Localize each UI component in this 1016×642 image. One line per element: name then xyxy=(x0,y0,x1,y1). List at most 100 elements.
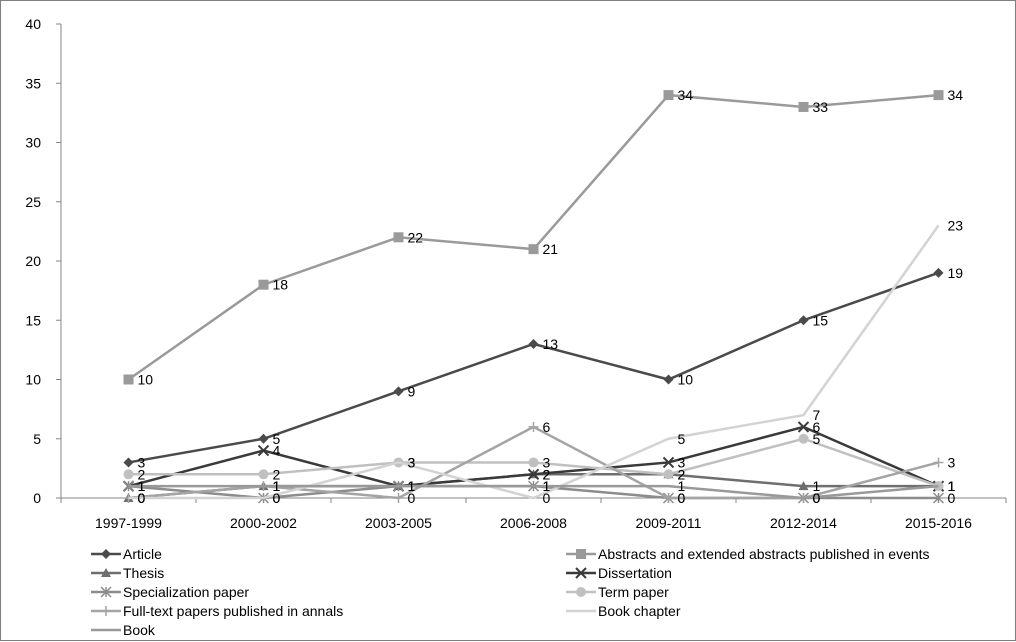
data-point xyxy=(662,456,675,469)
data-label: 33 xyxy=(813,99,829,115)
series-line xyxy=(127,93,939,381)
data-label: 3 xyxy=(543,454,551,470)
data-label: 5 xyxy=(678,431,686,447)
data-point xyxy=(527,468,540,481)
series-1: 10 18 22 21 34 33 34 xyxy=(123,87,964,388)
legend-marker xyxy=(101,606,111,616)
data-point xyxy=(528,338,539,349)
data-label: 1 xyxy=(948,478,956,494)
data-label: 1 xyxy=(543,478,551,494)
y-tick-label: 20 xyxy=(25,253,41,269)
data-point xyxy=(798,433,809,444)
legend-label: Book xyxy=(123,622,156,638)
data-label: 2 xyxy=(678,466,686,482)
legend-marker xyxy=(101,568,111,577)
data-point xyxy=(528,457,539,468)
data-label: 1 xyxy=(948,478,956,494)
data-label: 9 xyxy=(408,383,416,399)
data-label: 13 xyxy=(543,336,559,352)
series-line xyxy=(128,484,939,500)
data-label: 10 xyxy=(678,372,694,388)
data-point xyxy=(663,90,674,101)
data-point xyxy=(393,386,404,397)
data-label: 2 xyxy=(678,466,686,482)
legend-label: Specialization paper xyxy=(123,584,249,600)
legend-label: Abstracts and extended abstracts publish… xyxy=(598,546,930,562)
data-point xyxy=(258,279,269,290)
y-tick-label: 10 xyxy=(25,372,41,388)
data-label: 2 xyxy=(273,466,281,482)
legend-marker xyxy=(576,587,586,597)
legend-item: Thesis xyxy=(91,565,164,581)
legend-item: Specialization paper xyxy=(91,584,249,600)
legend-label: Term paper xyxy=(598,584,669,600)
data-label: 6 xyxy=(813,419,821,435)
data-point xyxy=(123,374,134,385)
data-label: 6 xyxy=(543,419,551,435)
data-label: 0 xyxy=(408,490,416,506)
x-tick-label: 2012-2014 xyxy=(770,515,837,531)
data-label: 0 xyxy=(543,490,551,506)
data-label: 0 xyxy=(273,490,281,506)
data-label: 22 xyxy=(408,229,424,245)
data-point xyxy=(393,493,404,503)
legend-item: Book xyxy=(91,622,156,638)
legend-item: Article xyxy=(91,546,162,562)
data-point xyxy=(123,457,134,468)
data-point xyxy=(798,481,809,491)
y-tick-label: 5 xyxy=(33,431,41,447)
legend-item: Full-text papers published in annals xyxy=(91,603,343,619)
data-point xyxy=(528,244,539,255)
data-label: 23 xyxy=(948,217,964,233)
data-label: 0 xyxy=(273,490,281,506)
legend-label: Thesis xyxy=(123,565,164,581)
legend-item: Dissertation xyxy=(566,565,672,581)
data-label: 3 xyxy=(678,454,686,470)
data-point xyxy=(258,469,269,480)
data-point xyxy=(663,374,674,385)
data-label: 5 xyxy=(273,431,281,447)
data-label: 0 xyxy=(813,490,821,506)
data-point xyxy=(528,421,539,432)
x-tick-label: 2009-2011 xyxy=(636,515,702,531)
data-point xyxy=(258,433,269,444)
data-label: 18 xyxy=(273,277,289,293)
data-label: 0 xyxy=(138,490,146,506)
legend-marker xyxy=(576,549,586,559)
data-label: 1 xyxy=(678,478,686,494)
data-label: 1 xyxy=(273,478,281,494)
legend-item: Book chapter xyxy=(566,603,681,619)
data-label: 3 xyxy=(408,454,416,470)
data-point xyxy=(932,492,945,504)
data-label: 3 xyxy=(138,454,146,470)
data-label: 19 xyxy=(948,265,964,281)
data-point xyxy=(123,469,134,480)
data-point xyxy=(933,267,944,278)
data-label: 1 xyxy=(813,478,821,494)
data-point xyxy=(933,90,944,101)
data-label: 34 xyxy=(948,87,964,103)
y-tick-label: 35 xyxy=(25,75,41,91)
data-point xyxy=(797,421,810,433)
data-point xyxy=(257,444,270,457)
legend-marker xyxy=(100,586,112,598)
data-label: 7 xyxy=(813,407,821,423)
legend-item: Abstracts and extended abstracts publish… xyxy=(566,546,930,562)
y-tick-label: 0 xyxy=(33,490,41,506)
data-label: 0 xyxy=(678,490,686,506)
legend-label: Book chapter xyxy=(598,603,681,619)
legend-marker xyxy=(575,567,587,579)
data-point xyxy=(798,315,809,326)
legend-item: Term paper xyxy=(566,584,669,600)
data-label: 3 xyxy=(948,454,956,470)
y-tick-label: 30 xyxy=(25,135,41,151)
series-0: 3 5 9 13 10 15 19 xyxy=(123,265,964,470)
data-label: 1 xyxy=(138,478,146,494)
data-label: 5 xyxy=(813,431,821,447)
legend-marker xyxy=(101,549,111,559)
series-8: 1 1 1 1 101 xyxy=(128,478,956,506)
x-tick-label: 2000-2002 xyxy=(230,515,297,531)
data-label: 1 xyxy=(948,478,956,494)
